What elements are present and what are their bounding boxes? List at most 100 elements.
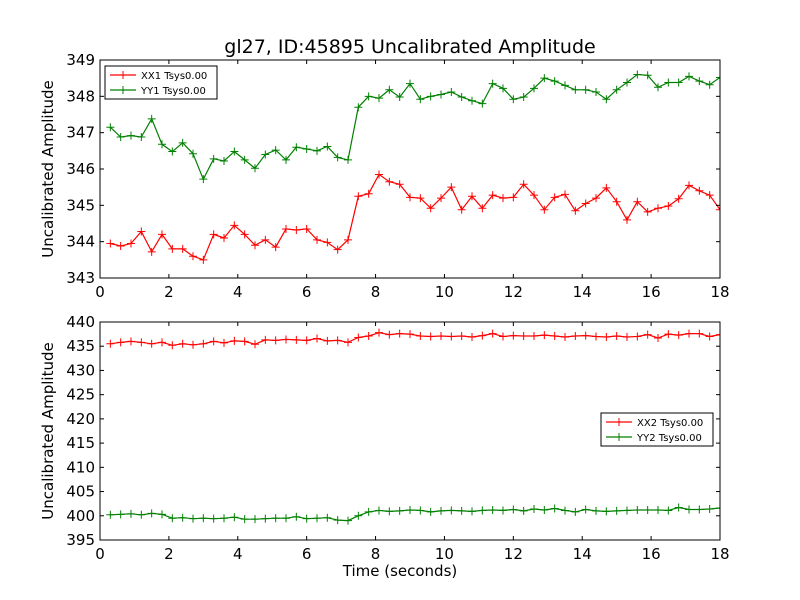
series-1-point: [447, 87, 456, 96]
y-tick-label: 440: [66, 313, 95, 331]
x-tick-label: 4: [233, 545, 243, 563]
x-tick-label: 12: [504, 545, 523, 563]
series-0-point: [602, 333, 611, 342]
series-0-point: [333, 245, 342, 254]
series-0-point: [271, 243, 280, 252]
series-1-point: [375, 506, 383, 515]
series-0-point: [168, 341, 177, 350]
y-tick-label: 345: [66, 196, 95, 214]
series-0-point: [592, 194, 600, 203]
series-0-point: [437, 194, 445, 203]
series-1-point: [230, 513, 239, 522]
series-1-point: [674, 78, 683, 87]
series-0-point: [313, 334, 321, 343]
series-0-point: [116, 338, 125, 347]
series-0-point: [633, 197, 642, 206]
series-1-point: [416, 506, 425, 515]
series-0-point: [116, 242, 125, 251]
x-tick-label: 8: [371, 545, 381, 563]
series-1-point: [230, 147, 239, 156]
series-1-point: [313, 146, 321, 155]
series-0-point: [416, 332, 425, 341]
series-0-point: [158, 338, 166, 347]
series-1-point: [375, 94, 383, 103]
series-0-point: [199, 255, 208, 264]
series-0-point: [137, 227, 146, 236]
series-1-point: [437, 506, 445, 515]
series-1-point: [106, 123, 115, 132]
series-0-point: [540, 331, 549, 340]
series-0-point: [654, 333, 662, 342]
series-0-point: [623, 215, 631, 224]
series-0-point: [592, 332, 600, 341]
series-1-point: [561, 81, 569, 90]
series-1-point: [261, 514, 270, 523]
series-0-point: [488, 329, 497, 338]
series-1-point: [147, 114, 156, 123]
series-1-point: [509, 505, 518, 514]
series-1-point: [664, 506, 673, 515]
series-1-point: [633, 505, 642, 514]
series-0-point: [230, 221, 239, 230]
series-0-point: [199, 339, 208, 348]
series-0-point: [127, 337, 135, 346]
series-1-point: [571, 507, 580, 516]
series-0-point: [344, 338, 352, 347]
series-0-point: [612, 197, 621, 206]
y-tick-label: 420: [66, 410, 95, 428]
x-tick-label: 14: [573, 283, 592, 301]
series-1-point: [540, 74, 549, 83]
series-1-point: [220, 514, 228, 523]
series-0-point: [561, 190, 569, 199]
series-0-point: [571, 206, 580, 215]
series-0-point: [468, 333, 476, 342]
series-1-point: [716, 73, 720, 82]
series-0-point: [426, 332, 435, 341]
series-1-point: [385, 85, 394, 94]
series-1-point: [571, 85, 580, 94]
series-1-point: [395, 93, 404, 102]
series-0-point: [137, 338, 146, 347]
series-0-point: [561, 333, 569, 342]
series-1-point: [664, 78, 673, 87]
series-1-point: [116, 133, 125, 142]
legend: XX1 Tsys0.00 YY1 Tsys0.00: [104, 65, 218, 100]
bottom-chart: 0 2 4 6 8 10 12 14 16 18 395 400 405 410 415 420 425 430 4…: [39, 313, 730, 580]
series-line-0: [110, 173, 720, 261]
x-tick-label: 14: [573, 545, 592, 563]
series-0-point: [509, 193, 518, 202]
series-0-point: [581, 199, 590, 208]
series-0-point: [530, 332, 538, 341]
series-0-point: [178, 244, 187, 253]
series-1-point: [550, 504, 559, 513]
series-1-point: [189, 149, 197, 158]
y-axis-label: Uncalibrated Amplitude: [39, 342, 57, 519]
series-1-point: [550, 77, 559, 86]
series-1-point: [127, 131, 135, 140]
series-0-point: [716, 330, 720, 339]
series-line-1: [109, 73, 720, 181]
series-1-point: [592, 506, 600, 515]
x-tick-label: 12: [504, 283, 523, 301]
series-1-point: [127, 509, 135, 518]
series-0-point: [633, 332, 642, 341]
series-0-point: [540, 205, 549, 214]
series-0-point: [220, 338, 228, 347]
series-1-point: [716, 504, 720, 513]
series-1-point: [478, 506, 487, 515]
series-1-point: [313, 514, 321, 523]
series-1-point: [602, 507, 611, 516]
series-1-point: [220, 157, 228, 166]
series-0-point: [147, 339, 156, 348]
series-1-point: [333, 516, 342, 525]
figure-title: gl27, ID:45895 Uncalibrated Amplitude: [224, 36, 595, 58]
series-1-point: [240, 515, 249, 524]
series-1-point: [488, 505, 497, 514]
series-1-point: [364, 92, 373, 101]
x-tick-label: 8: [371, 283, 381, 301]
x-tick-label: 18: [710, 545, 729, 563]
series-0-point: [695, 186, 704, 195]
y-tick-label: 346: [66, 160, 95, 178]
series-1-point: [654, 505, 662, 514]
